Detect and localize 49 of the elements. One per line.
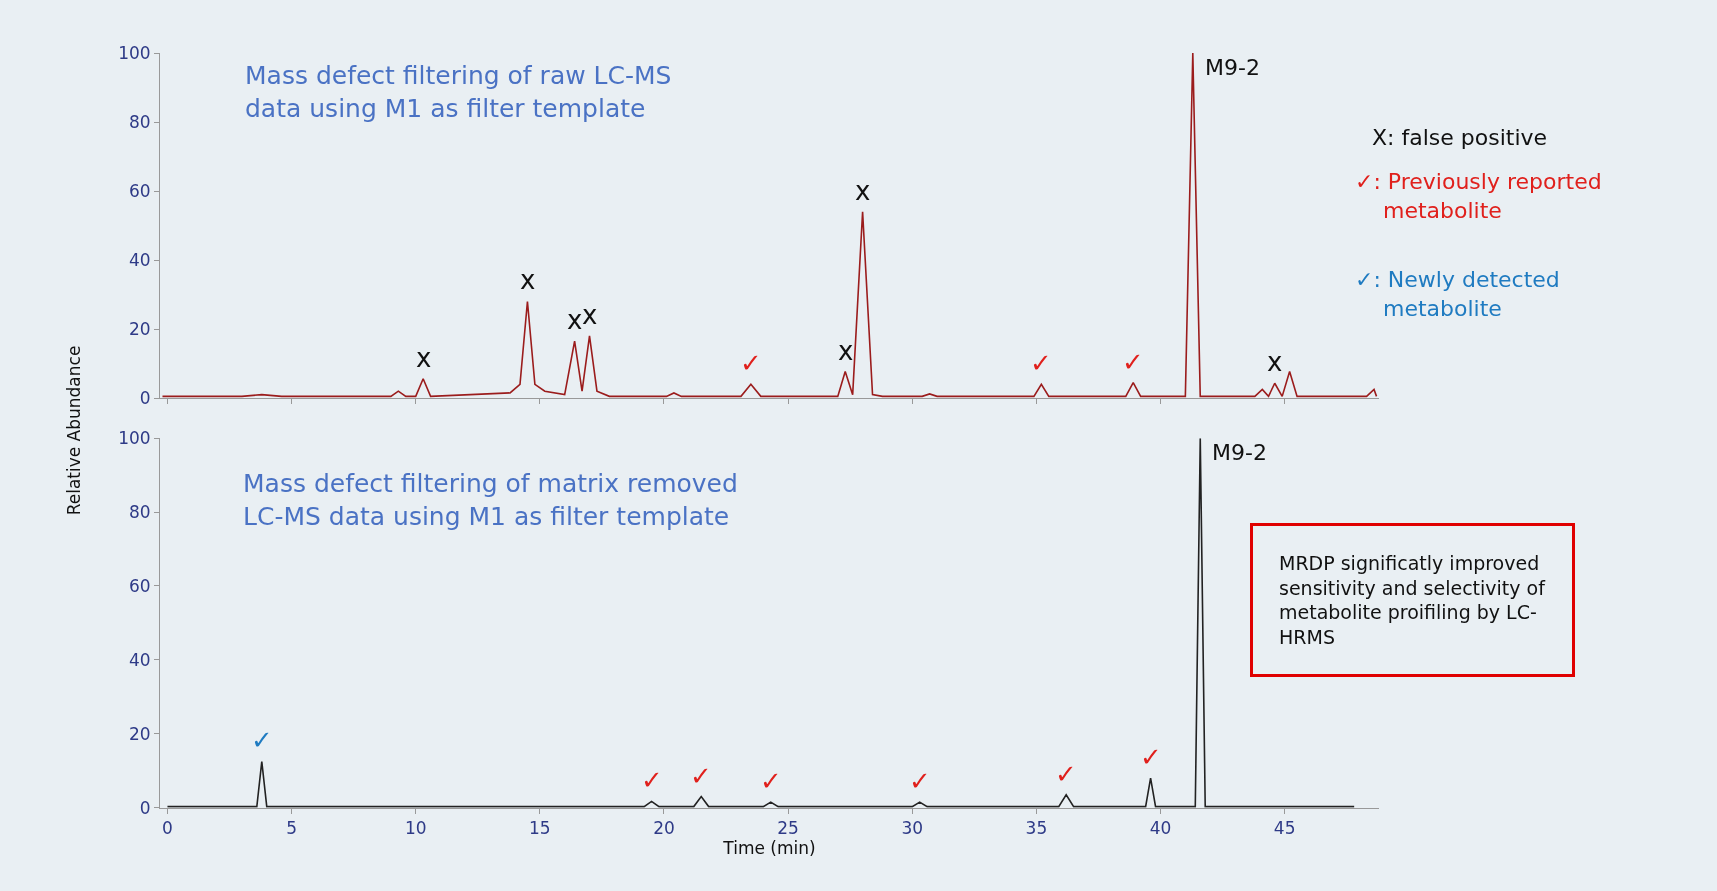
annotation: ✓ bbox=[740, 348, 762, 378]
annotation: ✓: Previously reported metabolite bbox=[1355, 169, 1602, 223]
x-tick-label: 5 bbox=[286, 818, 297, 839]
x-axis-title: Time (min) bbox=[722, 838, 816, 859]
annotation: M9-2 bbox=[1205, 55, 1260, 80]
y-tick-label: 20 bbox=[128, 723, 151, 744]
annotation: ✓ bbox=[760, 766, 782, 796]
annotation: ✓: Newly detected metabolite bbox=[1355, 267, 1560, 321]
x-tick-label: 10 bbox=[404, 818, 427, 839]
y-tick-label: 80 bbox=[128, 502, 151, 523]
annotation: Mass defect filtering of matrix removed LC-MS data using M1 as filter template bbox=[243, 469, 738, 531]
annotation: ✓ bbox=[909, 766, 931, 796]
x-tick-label: 0 bbox=[162, 818, 173, 839]
annotation: ✓ bbox=[641, 765, 663, 795]
annotation: x bbox=[520, 265, 536, 295]
y-tick-label: 40 bbox=[128, 649, 151, 670]
annotation: ✓ bbox=[251, 725, 273, 755]
x-tick-label: 40 bbox=[1149, 818, 1172, 839]
x-tick-label: 45 bbox=[1273, 818, 1296, 839]
x-tick-label: 25 bbox=[777, 818, 799, 839]
y-tick-label: 40 bbox=[128, 250, 151, 271]
y-tick-label: 0 bbox=[139, 797, 151, 818]
y-tick-label: 0 bbox=[139, 388, 151, 409]
y-tick-label: 60 bbox=[128, 180, 151, 201]
annotation: ✓ bbox=[1122, 347, 1144, 377]
y-tick-label: 80 bbox=[128, 111, 151, 132]
annotation: x bbox=[1267, 347, 1283, 377]
annotation: x bbox=[582, 300, 598, 330]
x-tick-label: 30 bbox=[901, 818, 924, 839]
annotation: M9-2 bbox=[1212, 440, 1267, 465]
annotation: x bbox=[567, 305, 583, 335]
annotation: x bbox=[855, 176, 871, 206]
x-tick-label: 35 bbox=[1025, 818, 1048, 839]
annotation: ✓ bbox=[690, 761, 712, 791]
y-axis-title: Relative Abundance bbox=[63, 345, 84, 516]
annotation: Mass defect filtering of raw LC-MS data using M1 as filter template bbox=[245, 61, 672, 123]
annotation: MRDP significatly improved sensitivity and selectivity of metabolite proifiling by LC- HRMS bbox=[1279, 552, 1547, 649]
annotation: ✓ bbox=[1140, 742, 1162, 772]
annotation: ✓ bbox=[1030, 348, 1052, 378]
y-tick-label: 100 bbox=[118, 428, 151, 449]
annotation: ✓ bbox=[1055, 759, 1077, 789]
annotation: x bbox=[838, 336, 854, 366]
annotation: X: false positive bbox=[1372, 125, 1548, 150]
y-tick-label: 100 bbox=[118, 42, 151, 63]
x-tick-label: 20 bbox=[653, 818, 675, 839]
annotation: x bbox=[416, 343, 432, 373]
x-tick-label: 15 bbox=[529, 818, 551, 839]
y-tick-label: 20 bbox=[128, 319, 151, 340]
y-tick-label: 60 bbox=[128, 575, 151, 596]
